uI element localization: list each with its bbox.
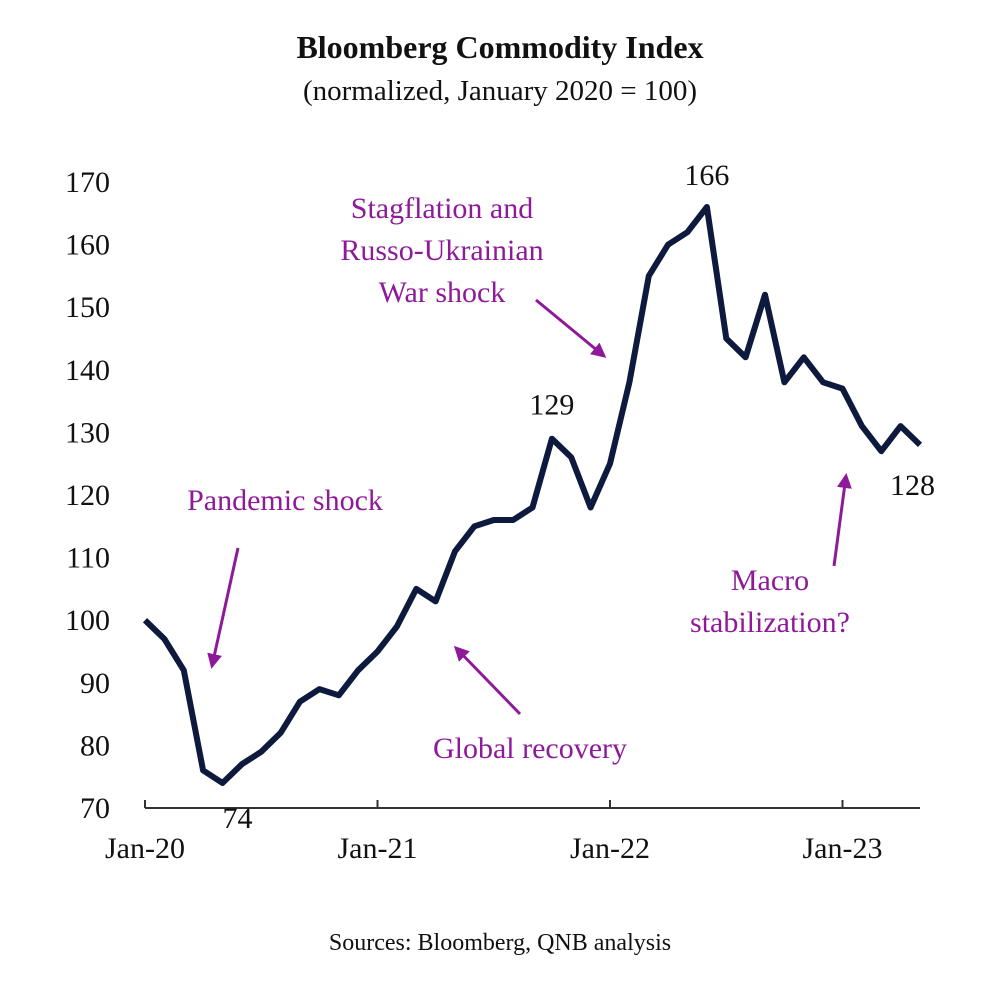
y-tick-label: 80 (80, 729, 110, 762)
y-tick-label: 100 (65, 604, 110, 637)
y-tick-label: 70 (80, 792, 110, 825)
annotation: stabilization? (690, 606, 850, 639)
x-tick-label: Jan-23 (803, 832, 883, 865)
data-label: 128 (890, 469, 935, 502)
y-tick-label: 140 (65, 354, 110, 387)
annotation: War shock (379, 276, 506, 309)
annotation: Global recovery (433, 732, 627, 765)
y-tick-label: 130 (65, 416, 110, 449)
y-tick-label: 110 (66, 542, 110, 575)
data-label: 129 (529, 389, 574, 422)
annotation: Stagflation and (351, 192, 533, 225)
y-tick-label: 160 (65, 229, 110, 262)
arrow (207, 547, 240, 669)
arrow (453, 645, 522, 716)
source-note: Sources: Bloomberg, QNB analysis (329, 930, 671, 956)
arrow (535, 298, 607, 358)
annotation: Macro (731, 564, 809, 597)
chart-title: Bloomberg Commodity Index (296, 29, 703, 65)
x-tick-label: Jan-20 (105, 832, 185, 865)
chart-subtitle: (normalized, January 2020 = 100) (303, 75, 697, 107)
x-tick-label: Jan-22 (570, 832, 650, 865)
y-tick-label: 150 (65, 291, 110, 324)
x-tick-label: Jan-21 (338, 832, 418, 865)
y-tick-label: 120 (65, 479, 110, 512)
y-tick-label: 90 (80, 667, 110, 700)
annotation-arrows (207, 298, 852, 716)
annotation: Pandemic shock (187, 484, 383, 517)
series-line (142, 204, 923, 786)
data-label: 74 (223, 802, 253, 835)
annotation: Russo-Ukrainian (340, 234, 543, 267)
data-label: 166 (684, 159, 729, 192)
arrow (832, 473, 852, 567)
y-tick-label: 170 (65, 166, 110, 199)
